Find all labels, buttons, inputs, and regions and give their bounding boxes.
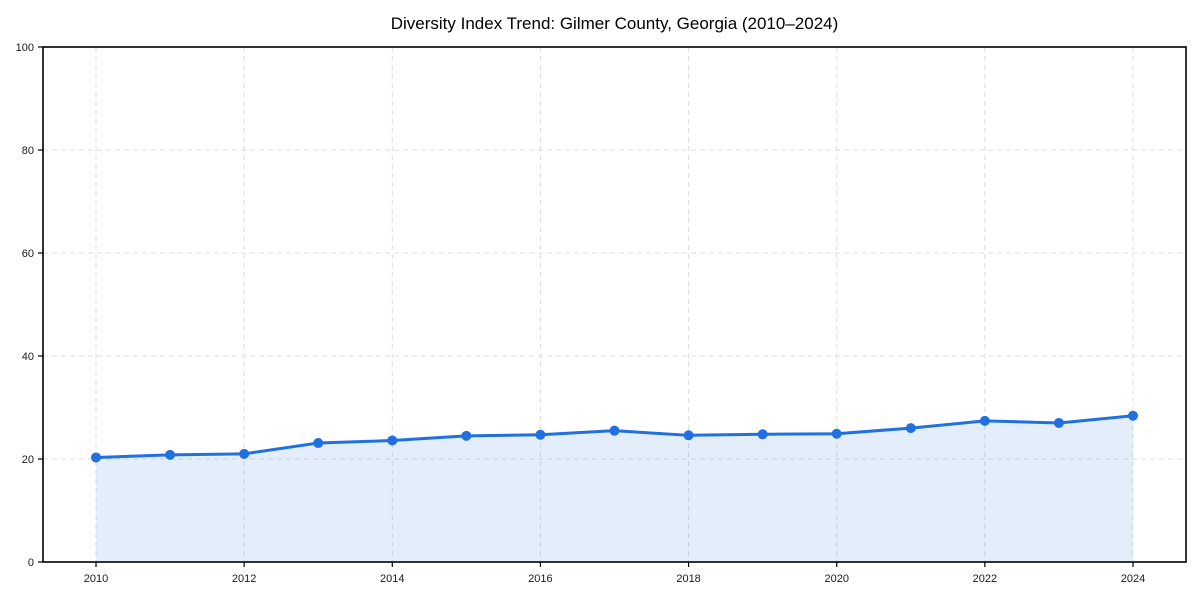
data-points: [91, 410, 1138, 463]
gridlines: [43, 47, 1186, 562]
data-point: [757, 429, 768, 440]
x-axis-tick-label: 2018: [676, 573, 700, 585]
y-axis-tick-label: 100: [16, 42, 34, 54]
x-axis-tick-label: 2016: [528, 573, 552, 585]
y-axis-tick-label: 0: [28, 557, 34, 569]
axis-ticks: [38, 46, 1134, 567]
y-axis-tick-label: 80: [22, 145, 34, 157]
chart-title: Diversity Index Trend: Gilmer County, Ge…: [390, 14, 839, 33]
data-point: [535, 429, 546, 440]
data-point: [831, 428, 842, 439]
axis-tick-labels: 0 20 40 60 80 100 2010 2012 2014 2016 2018 2020 2022…: [16, 42, 1146, 585]
data-point: [165, 449, 176, 460]
plot-border: [42, 46, 1187, 563]
x-axis-tick-label: 2024: [1121, 573, 1145, 585]
x-axis-tick-label: 2010: [84, 573, 108, 585]
data-point: [905, 423, 916, 434]
y-axis-tick-label: 40: [22, 351, 34, 363]
data-point: [1053, 417, 1064, 428]
data-point: [461, 430, 472, 441]
data-point: [979, 415, 990, 426]
data-point: [1128, 410, 1138, 421]
data-point: [609, 425, 620, 436]
data-point: [387, 435, 398, 446]
data-point: [683, 430, 694, 441]
data-point: [239, 448, 250, 459]
x-axis-tick-label: 2014: [380, 573, 404, 585]
data-point: [91, 452, 101, 463]
data-point: [313, 438, 324, 449]
x-axis-tick-label: 2012: [232, 573, 256, 585]
area-fill: [96, 415, 1133, 562]
x-axis-tick-label: 2022: [973, 573, 997, 585]
y-axis-tick-label: 20: [22, 454, 34, 466]
y-axis-tick-label: 60: [22, 248, 34, 260]
x-axis-tick-label: 2020: [824, 573, 848, 585]
